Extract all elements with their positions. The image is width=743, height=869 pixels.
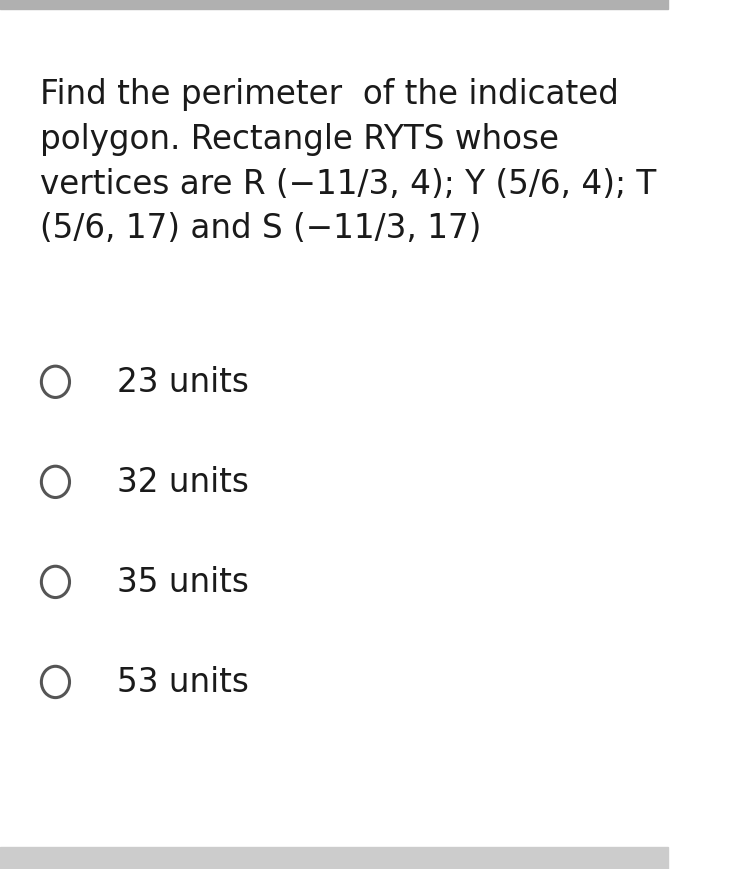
Text: 23 units: 23 units <box>117 366 249 399</box>
Bar <box>0 847 668 869</box>
Bar <box>0 0 668 10</box>
Text: Find the perimeter  of the indicated
polygon. Rectangle RYTS whose
vertices are : Find the perimeter of the indicated poly… <box>40 78 656 245</box>
Text: 53 units: 53 units <box>117 666 249 699</box>
Text: 35 units: 35 units <box>117 566 249 599</box>
Text: 32 units: 32 units <box>117 466 249 499</box>
